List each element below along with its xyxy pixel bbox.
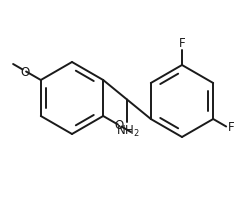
- Text: NH$_2$: NH$_2$: [116, 123, 139, 138]
- Text: O: O: [114, 118, 123, 131]
- Text: F: F: [178, 37, 184, 50]
- Text: O: O: [20, 66, 29, 79]
- Text: F: F: [227, 121, 234, 133]
